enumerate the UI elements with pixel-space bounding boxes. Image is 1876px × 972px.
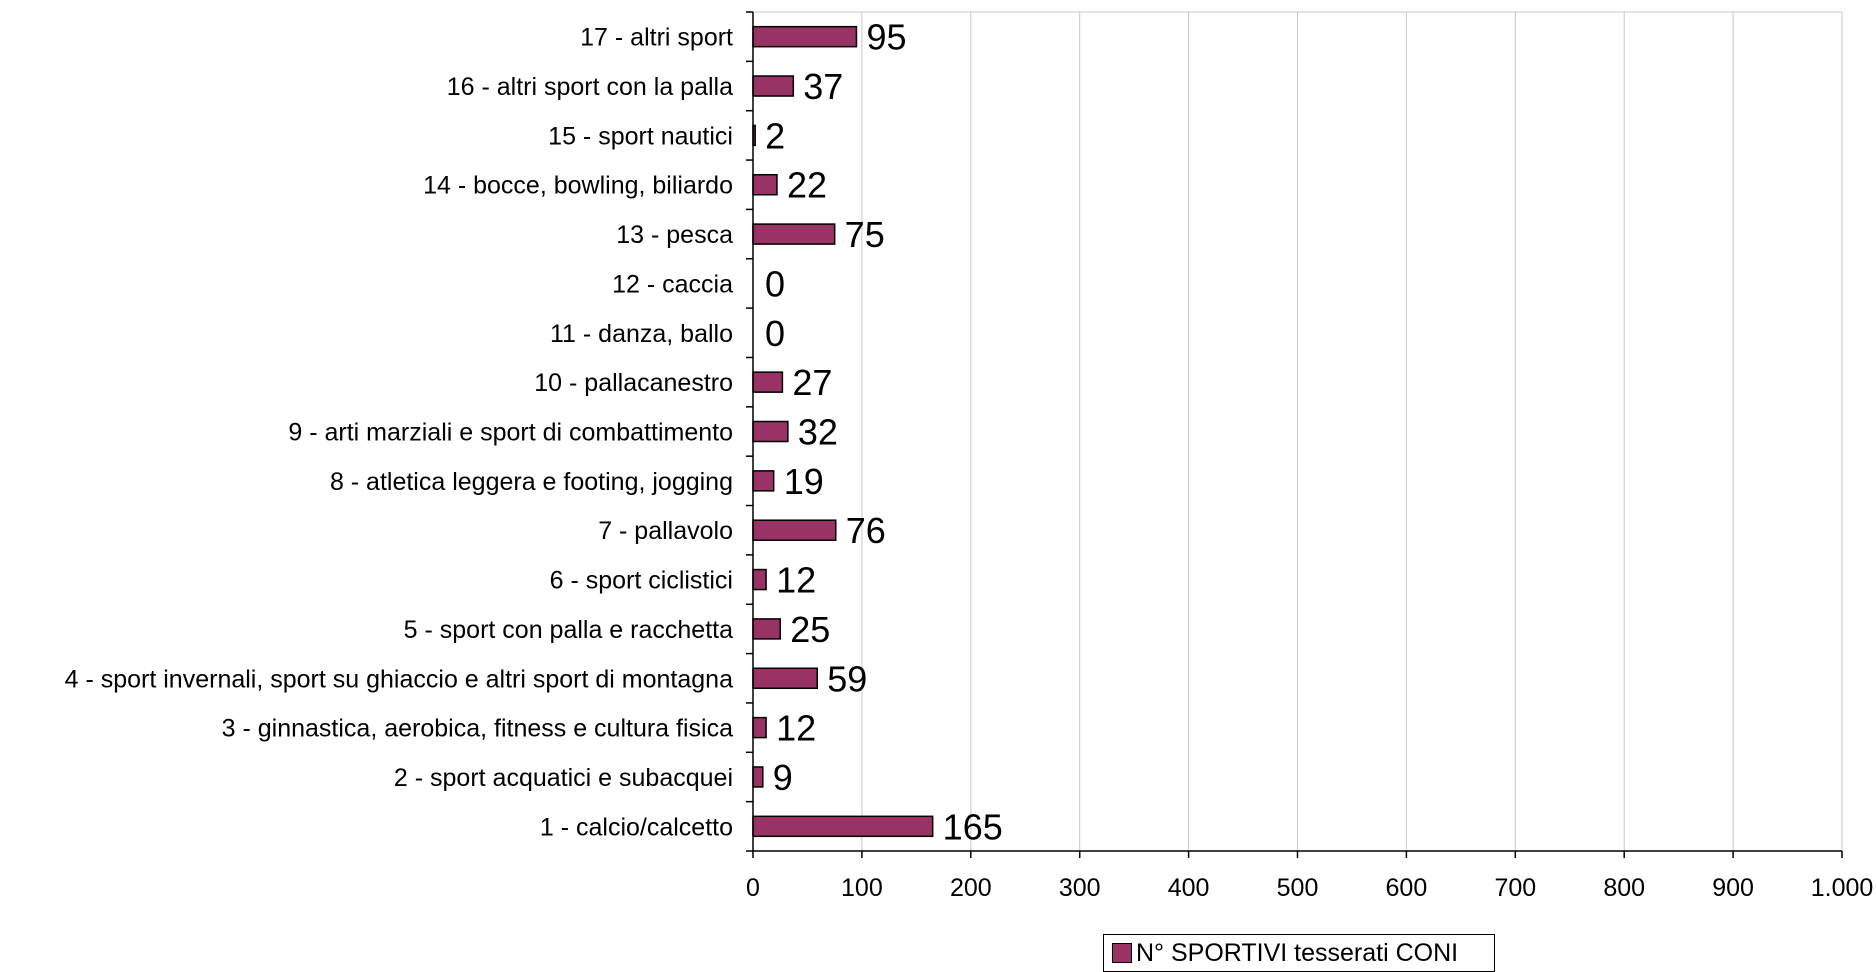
value-label: 95 xyxy=(866,17,906,58)
bar xyxy=(752,75,795,97)
x-tick-label: 600 xyxy=(1386,874,1428,902)
value-label: 37 xyxy=(803,66,843,107)
value-label: 165 xyxy=(943,806,1003,847)
category-label: 14 - bocce, bowling, biliardo xyxy=(423,172,733,200)
bar xyxy=(752,815,934,838)
bar xyxy=(752,420,789,443)
value-label: 2 xyxy=(765,115,785,156)
category-label: 3 - ginnastica, aerobica, fitness e cult… xyxy=(222,715,733,743)
category-labels: 1 - calcio/calcetto 2 - sport acquatici e… xyxy=(65,24,733,842)
category-label: 9 - arti marziali e sport di combattimen… xyxy=(288,419,733,447)
x-tick-label: 700 xyxy=(1494,874,1536,902)
legend-swatch xyxy=(1112,943,1132,963)
category-label: 11 - danza, ballo xyxy=(550,320,733,348)
bar xyxy=(752,667,819,690)
value-label: 75 xyxy=(845,214,885,255)
bar xyxy=(752,519,837,541)
x-tick-label: 900 xyxy=(1712,874,1754,902)
value-label: 0 xyxy=(765,263,785,304)
bar xyxy=(752,766,764,788)
category-label: 4 - sport invernali, sport su ghiaccio e… xyxy=(65,665,733,693)
bar xyxy=(752,173,778,196)
bar xyxy=(752,25,858,48)
category-label: 5 - sport con palla e racchetta xyxy=(404,616,733,644)
value-label: 12 xyxy=(776,560,816,601)
x-tick-label: 300 xyxy=(1059,874,1101,902)
category-label: 8 - atletica leggera e footing, jogging xyxy=(330,468,733,496)
legend-label: N° SPORTIVI tesserati CONI xyxy=(1136,938,1459,967)
legend: N° SPORTIVI tesserati CONI xyxy=(1103,934,1495,972)
x-tick-label: 500 xyxy=(1277,874,1319,902)
x-tick-label: 0 xyxy=(746,874,760,902)
bar xyxy=(752,716,767,739)
value-label: 22 xyxy=(787,165,827,206)
category-label: 15 - sport nautici xyxy=(548,122,733,150)
value-label: 12 xyxy=(776,708,816,749)
value-label: 25 xyxy=(790,609,830,650)
x-tick-labels: 0 100 200 300 400 500 600 700 800 900 1.000 xyxy=(746,874,1873,902)
bar xyxy=(752,618,781,640)
bar xyxy=(752,470,775,492)
bar xyxy=(752,371,784,393)
category-label: 12 - caccia xyxy=(612,270,733,298)
category-label: 6 - sport ciclistici xyxy=(550,567,733,595)
value-label: 0 xyxy=(765,313,785,354)
category-label: 7 - pallavolo xyxy=(598,517,733,545)
value-label: 19 xyxy=(784,461,824,502)
category-label: 17 - altri sport xyxy=(580,24,733,52)
x-tick-label: 200 xyxy=(950,874,992,902)
x-tick-label: 1.000 xyxy=(1811,874,1874,902)
value-label: 76 xyxy=(846,510,886,551)
value-label: 59 xyxy=(827,658,867,699)
gridlines xyxy=(753,11,1843,851)
category-label: 1 - calcio/calcetto xyxy=(540,813,733,841)
x-tick-label: 400 xyxy=(1168,874,1210,902)
bars xyxy=(752,25,934,838)
x-tick-label: 100 xyxy=(841,874,883,902)
category-label: 13 - pesca xyxy=(616,221,733,249)
category-label: 16 - altri sport con la palla xyxy=(447,73,733,101)
value-label: 32 xyxy=(798,412,838,453)
bar xyxy=(752,223,836,245)
x-tick-label: 800 xyxy=(1603,874,1645,902)
value-label: 27 xyxy=(792,362,832,403)
axes xyxy=(746,11,1843,858)
category-label: 2 - sport acquatici e subacquei xyxy=(394,764,733,792)
value-label: 9 xyxy=(773,757,793,798)
category-label: 10 - pallacanestro xyxy=(534,369,733,397)
bar xyxy=(752,568,767,591)
